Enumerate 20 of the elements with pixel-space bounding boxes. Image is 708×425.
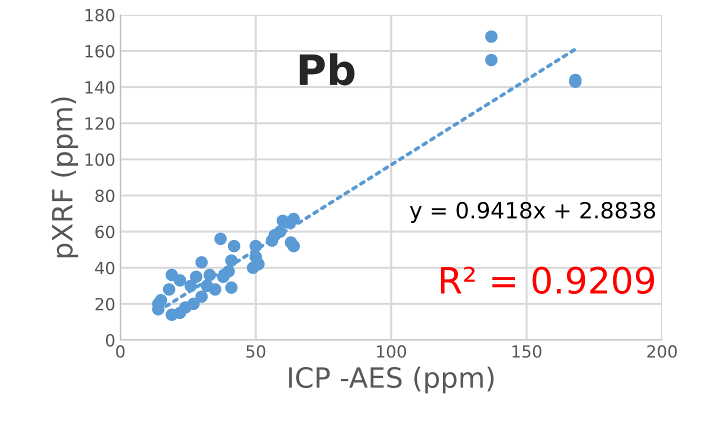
- x-tick-label: 0: [116, 345, 125, 358]
- y-tick-label: 20: [96, 298, 114, 310]
- y-tick-label: 140: [86, 81, 114, 94]
- x-tick-label: 100: [377, 345, 406, 358]
- x-tick-label: 200: [647, 345, 677, 358]
- x-tick-label: 50: [246, 345, 266, 358]
- annotation: y = 0.9418x + 2.8838: [410, 202, 656, 223]
- y-axis-title: pXRF (ppm): [51, 97, 78, 258]
- y-tick-label: 100: [86, 153, 114, 166]
- y-tick-label: 40: [95, 262, 114, 274]
- y-tick-label: 160: [86, 44, 114, 58]
- y-tick-label: 180: [86, 8, 114, 22]
- y-tick-label: 0: [106, 334, 114, 347]
- y-tick-label: 60: [95, 226, 114, 238]
- x-axis-title: ICP -AES (ppm): [289, 366, 494, 394]
- y-tick-label: 120: [86, 117, 114, 130]
- y-tick-label: 80: [95, 189, 114, 202]
- x-tick-label: 150: [512, 345, 542, 358]
- annotation: R² = 0.9209: [440, 266, 654, 294]
- text: Pb: [300, 53, 354, 86]
